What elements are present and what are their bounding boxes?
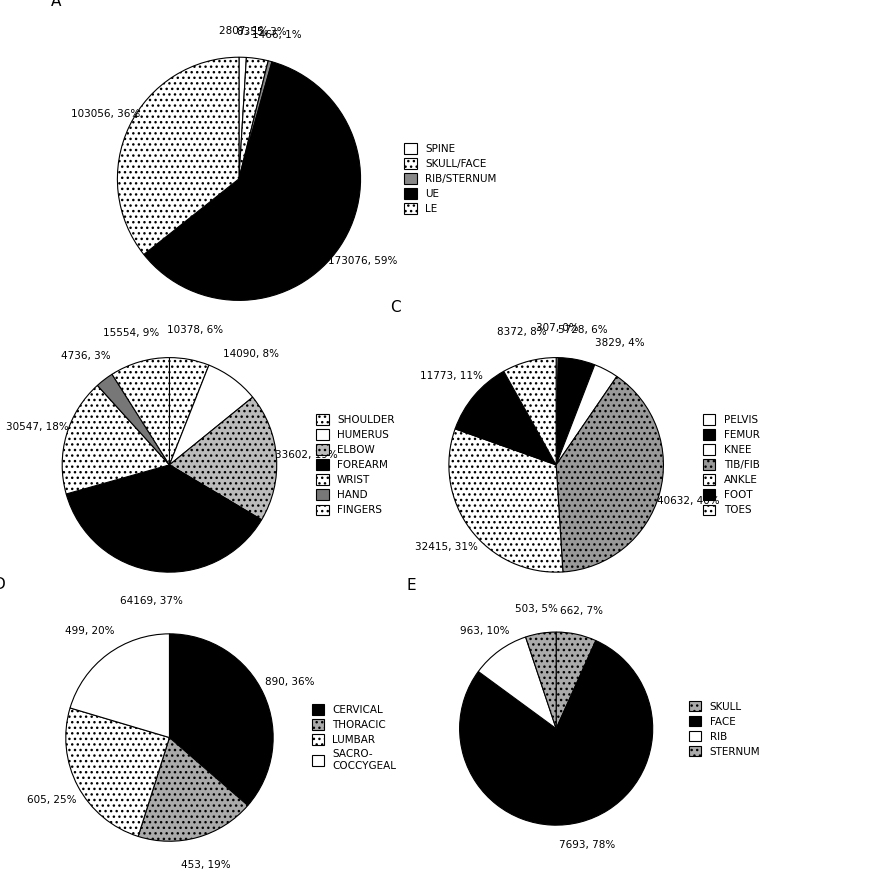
Text: A: A <box>50 0 61 9</box>
Wedge shape <box>117 57 239 255</box>
Wedge shape <box>169 365 253 465</box>
Text: 662, 7%: 662, 7% <box>560 605 603 616</box>
Wedge shape <box>239 57 269 179</box>
Wedge shape <box>66 708 169 837</box>
Text: 11773, 11%: 11773, 11% <box>420 371 482 381</box>
Wedge shape <box>449 429 563 572</box>
Wedge shape <box>526 632 556 729</box>
Wedge shape <box>239 61 272 179</box>
Text: 7693, 78%: 7693, 78% <box>559 840 615 850</box>
Text: 307, 0%: 307, 0% <box>536 323 579 333</box>
Wedge shape <box>556 365 617 465</box>
Text: 5728, 6%: 5728, 6% <box>558 325 607 335</box>
Legend: SPINE, SKULL/FACE, RIB/STERNUM, UE, LE: SPINE, SKULL/FACE, RIB/STERNUM, UE, LE <box>402 141 499 216</box>
Text: 1466, 1%: 1466, 1% <box>252 30 302 40</box>
Wedge shape <box>66 465 262 572</box>
Wedge shape <box>478 637 556 729</box>
Legend: SHOULDER, HUMERUS, ELBOW, FOREARM, WRIST, HAND, FINGERS: SHOULDER, HUMERUS, ELBOW, FOREARM, WRIST… <box>314 412 396 518</box>
Wedge shape <box>504 358 556 465</box>
Wedge shape <box>63 385 169 494</box>
Legend: CERVICAL, THORACIC, LUMBAR, SACRO-
COCCYGEAL: CERVICAL, THORACIC, LUMBAR, SACRO- COCCY… <box>309 702 399 773</box>
Text: 15554, 9%: 15554, 9% <box>103 328 159 338</box>
Wedge shape <box>70 634 169 738</box>
Text: 499, 20%: 499, 20% <box>65 626 115 637</box>
Legend: SKULL, FACE, RIB, STERNUM: SKULL, FACE, RIB, STERNUM <box>687 698 762 759</box>
Wedge shape <box>556 632 596 729</box>
Text: 173076, 59%: 173076, 59% <box>328 256 397 266</box>
Text: 32415, 31%: 32415, 31% <box>415 543 478 552</box>
Text: 503, 5%: 503, 5% <box>515 604 558 614</box>
Text: E: E <box>407 578 416 594</box>
Text: 605, 25%: 605, 25% <box>28 795 77 805</box>
Text: C: C <box>390 299 401 315</box>
Text: 40632, 40%: 40632, 40% <box>657 496 720 506</box>
Wedge shape <box>556 376 663 572</box>
Text: 33602, 19%: 33602, 19% <box>275 450 338 460</box>
Wedge shape <box>143 62 361 300</box>
Text: 2807, 1%: 2807, 1% <box>219 26 269 36</box>
Text: 103056, 36%: 103056, 36% <box>70 109 140 119</box>
Text: 8355, 3%: 8355, 3% <box>236 27 286 38</box>
Wedge shape <box>556 358 594 465</box>
Wedge shape <box>112 358 169 465</box>
Text: 30547, 18%: 30547, 18% <box>6 422 69 432</box>
Text: 963, 10%: 963, 10% <box>461 626 510 636</box>
Wedge shape <box>169 634 273 805</box>
Wedge shape <box>460 641 653 825</box>
Wedge shape <box>169 358 209 465</box>
Text: 4736, 3%: 4736, 3% <box>62 350 111 360</box>
Wedge shape <box>169 397 276 519</box>
Wedge shape <box>97 375 169 465</box>
Text: D: D <box>0 578 5 593</box>
Text: 14090, 8%: 14090, 8% <box>222 350 279 359</box>
Wedge shape <box>556 358 558 465</box>
Wedge shape <box>455 371 556 465</box>
Text: 8372, 8%: 8372, 8% <box>497 327 547 337</box>
Text: 890, 36%: 890, 36% <box>265 678 315 687</box>
Text: 3829, 4%: 3829, 4% <box>595 338 645 349</box>
Wedge shape <box>239 57 247 179</box>
Text: 64169, 37%: 64169, 37% <box>120 596 182 606</box>
Wedge shape <box>138 738 248 841</box>
Legend: PELVIS, FEMUR, KNEE, TIB/FIB, ANKLE, FOOT, TOES: PELVIS, FEMUR, KNEE, TIB/FIB, ANKLE, FOO… <box>700 412 762 518</box>
Text: 10378, 6%: 10378, 6% <box>167 325 223 335</box>
Text: 453, 19%: 453, 19% <box>181 860 230 871</box>
